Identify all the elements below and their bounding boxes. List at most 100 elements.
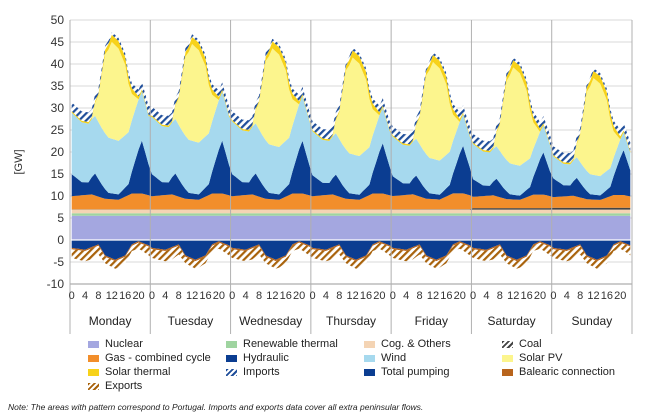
x-tick-label: 4 — [82, 290, 88, 302]
legend-swatch — [364, 368, 375, 376]
day-label: Friday — [415, 314, 448, 328]
legend-label: Imports — [243, 366, 280, 378]
x-tick-label: 20 — [293, 290, 305, 302]
legend-item: Gas - combined cycle — [88, 352, 211, 364]
x-tick-label: 12 — [587, 290, 599, 302]
y-tick-label: 40 — [51, 57, 65, 71]
legend-label: Coal — [519, 338, 542, 350]
legend-label: Exports — [105, 380, 143, 392]
legend-swatch — [88, 354, 99, 362]
x-tick-label: 16 — [360, 290, 372, 302]
day-label: Sunday — [572, 314, 613, 328]
legend-label: Gas - combined cycle — [105, 352, 211, 364]
legend-swatch — [88, 340, 99, 348]
x-tick-label: 8 — [95, 290, 101, 302]
area-nuclear — [71, 215, 631, 240]
area-coal — [71, 207, 631, 210]
legend-label: Hydraulic — [243, 352, 289, 364]
legend-swatch — [502, 354, 513, 362]
x-tick-label: 20 — [373, 290, 385, 302]
legend-swatch — [226, 354, 237, 362]
x-tick-label: 4 — [483, 290, 489, 302]
legend-label: Nuclear — [105, 338, 143, 350]
legend-swatch — [226, 368, 237, 376]
x-tick-label: 20 — [454, 290, 466, 302]
area-renewable-thermal — [71, 213, 631, 216]
legend-item: Renewable thermal — [226, 338, 338, 350]
y-tick-label: -10 — [47, 277, 65, 291]
x-tick-label: 0 — [309, 290, 315, 302]
x-tick-label: 0 — [229, 290, 235, 302]
x-tick-label: 0 — [470, 290, 476, 302]
area-solar-pv — [71, 41, 631, 177]
legend-swatch — [364, 354, 375, 362]
y-tick-label: 15 — [51, 167, 65, 181]
x-tick-label: 0 — [69, 290, 75, 302]
x-tick-label: 8 — [256, 290, 262, 302]
y-tick-label: 25 — [51, 123, 65, 137]
legend-item: Nuclear — [88, 338, 143, 350]
legend-swatch — [364, 340, 375, 348]
x-tick-label: 8 — [176, 290, 182, 302]
day-label: Monday — [89, 314, 132, 328]
legend-item: Total pumping — [364, 366, 450, 378]
legend-label: Cog. & Others — [381, 338, 451, 350]
legend-item: Imports — [226, 366, 280, 378]
area-balearic-connection — [71, 241, 631, 262]
legend-item: Coal — [502, 338, 542, 350]
day-label: Wednesday — [239, 314, 302, 328]
x-tick-label: 16 — [199, 290, 211, 302]
x-tick-label: 0 — [550, 290, 556, 302]
y-tick-label: 35 — [51, 79, 65, 93]
area-solar-thermal — [71, 34, 631, 165]
legend-item: Exports — [88, 380, 142, 392]
legend-swatch — [502, 340, 513, 348]
x-tick-label: 8 — [336, 290, 342, 302]
x-tick-label: 0 — [390, 290, 396, 302]
legend-label: Renewable thermal — [243, 338, 338, 350]
area-hydraulic — [71, 140, 631, 200]
y-tick-label: 0 — [57, 233, 64, 247]
x-tick-label: 16 — [119, 290, 131, 302]
x-tick-label: 12 — [507, 290, 519, 302]
y-axis-label: [GW] — [13, 149, 25, 174]
area-gas-combined-cycle — [71, 193, 631, 210]
x-tick-label: 12 — [266, 290, 278, 302]
day-label: Saturday — [488, 314, 536, 328]
legend-item: Solar PV — [502, 352, 562, 364]
x-tick-label: 20 — [534, 290, 546, 302]
legend-swatch — [88, 368, 99, 376]
x-tick-label: 4 — [403, 290, 409, 302]
day-label: Tuesday — [168, 314, 214, 328]
legend-label: Solar thermal — [105, 366, 171, 378]
legend-label: Balearic connection — [519, 366, 616, 378]
x-tick-label: 0 — [149, 290, 155, 302]
legend-swatch — [226, 340, 237, 348]
x-tick-label: 12 — [106, 290, 118, 302]
x-tick-label: 4 — [323, 290, 329, 302]
area-cog-others — [71, 209, 631, 214]
legend-item: Cog. & Others — [364, 338, 451, 350]
area-wind — [71, 91, 631, 196]
y-tick-label: 5 — [57, 211, 64, 225]
y-tick-label: 20 — [51, 145, 65, 159]
x-tick-label: 16 — [601, 290, 613, 302]
legend-item: Wind — [364, 352, 406, 364]
x-tick-label: 12 — [186, 290, 198, 302]
area-total-pumping — [71, 240, 631, 260]
legend-label: Wind — [381, 352, 407, 364]
area-imports — [71, 32, 631, 163]
y-tick-label: -5 — [53, 255, 64, 269]
x-tick-label: 16 — [440, 290, 452, 302]
legend-label: Solar PV — [519, 352, 563, 364]
x-tick-label: 16 — [280, 290, 292, 302]
x-tick-label: 12 — [347, 290, 359, 302]
legend-swatch — [502, 368, 513, 376]
footnote: Note: The areas with pattern correspond … — [8, 402, 424, 412]
x-tick-label: 4 — [162, 290, 168, 302]
day-label: Thursday — [326, 314, 376, 328]
x-tick-label: 4 — [243, 290, 249, 302]
y-tick-label: 45 — [51, 35, 65, 49]
x-tick-label: 20 — [132, 290, 144, 302]
